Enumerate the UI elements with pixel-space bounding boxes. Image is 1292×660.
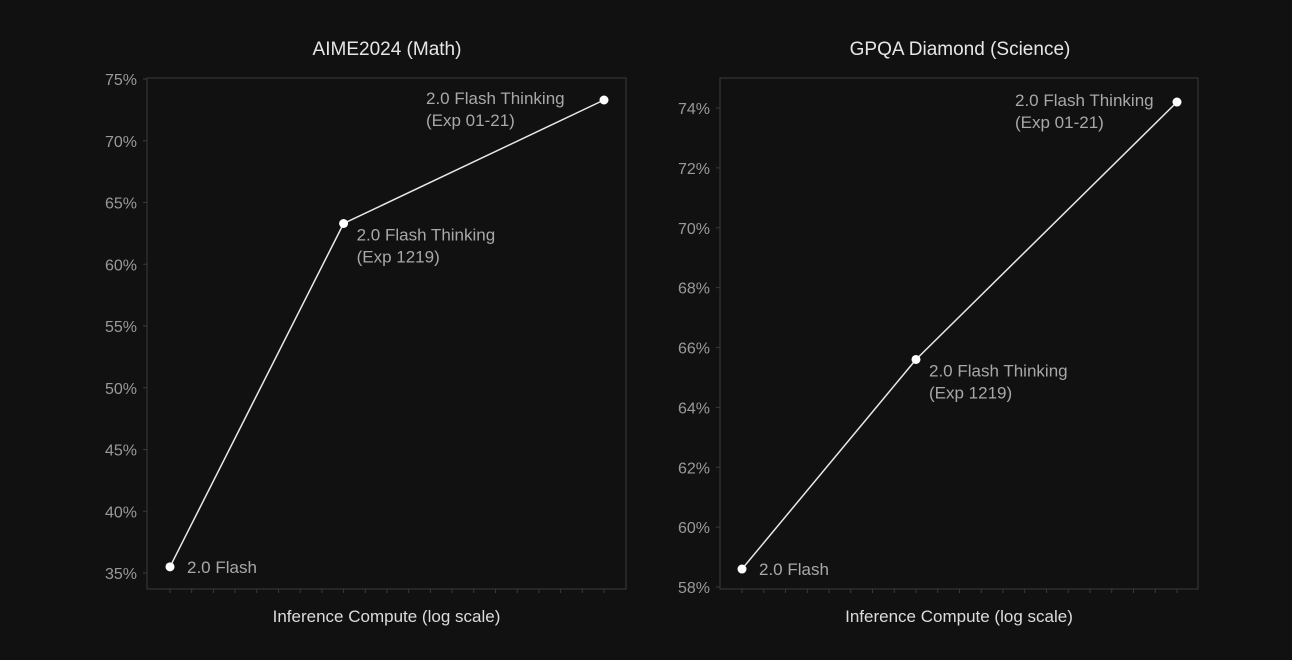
- data-point: [1172, 97, 1182, 107]
- y-tick-label: 72%: [678, 161, 710, 178]
- data-point: [165, 562, 175, 572]
- y-tick-label: 66%: [678, 341, 710, 358]
- point-label: 2.0 Flash Thinking: [1015, 91, 1154, 110]
- y-tick-label: 64%: [678, 400, 710, 417]
- point-label: (Exp 01-21): [426, 111, 515, 130]
- chart-title: AIME2024 (Math): [313, 39, 462, 60]
- x-axis-label: Inference Compute (log scale): [273, 607, 501, 626]
- y-tick-label: 68%: [678, 281, 710, 298]
- y-tick-label: 60%: [105, 257, 137, 274]
- point-label: (Exp 1219): [929, 383, 1012, 402]
- chart-title: GPQA Diamond (Science): [850, 39, 1071, 60]
- y-tick-label: 70%: [105, 134, 137, 151]
- y-tick-label: 35%: [105, 566, 137, 583]
- y-tick-label: 45%: [105, 443, 137, 460]
- y-tick-label: 50%: [105, 381, 137, 398]
- data-point: [339, 218, 349, 228]
- y-tick-label: 40%: [105, 504, 137, 521]
- plot-frame: [146, 77, 627, 590]
- data-point: [737, 564, 747, 574]
- series-line: [169, 99, 605, 568]
- y-tick-label: 55%: [105, 319, 137, 336]
- y-tick-label: 58%: [678, 580, 710, 597]
- plot-frame: [719, 77, 1199, 590]
- y-tick-label: 65%: [105, 196, 137, 213]
- y-tick-label: 62%: [678, 460, 710, 477]
- point-label: 2.0 Flash: [187, 558, 257, 577]
- data-point: [599, 95, 609, 105]
- point-label: (Exp 01-21): [1015, 113, 1104, 132]
- point-label: 2.0 Flash Thinking: [929, 361, 1068, 380]
- x-axis-label: Inference Compute (log scale): [845, 607, 1073, 626]
- y-tick-label: 70%: [678, 221, 710, 238]
- point-label: 2.0 Flash: [759, 560, 829, 579]
- point-label: 2.0 Flash Thinking: [426, 89, 565, 108]
- aime-chart: AIME2024 (Math) 35% 40% 45% 50% 55% 60% 65% 70% 7…: [105, 39, 627, 626]
- data-point: [911, 354, 921, 364]
- gpqa-chart: GPQA Diamond (Science) 58% 60% 62% 64% 66% 68%…: [678, 39, 1199, 626]
- y-tick-label: 74%: [678, 101, 710, 118]
- y-tick-label: 75%: [105, 72, 137, 89]
- y-tick-label: 60%: [678, 520, 710, 537]
- point-label: 2.0 Flash Thinking: [357, 225, 496, 244]
- series-line: [741, 101, 1178, 570]
- point-label: (Exp 1219): [357, 247, 440, 266]
